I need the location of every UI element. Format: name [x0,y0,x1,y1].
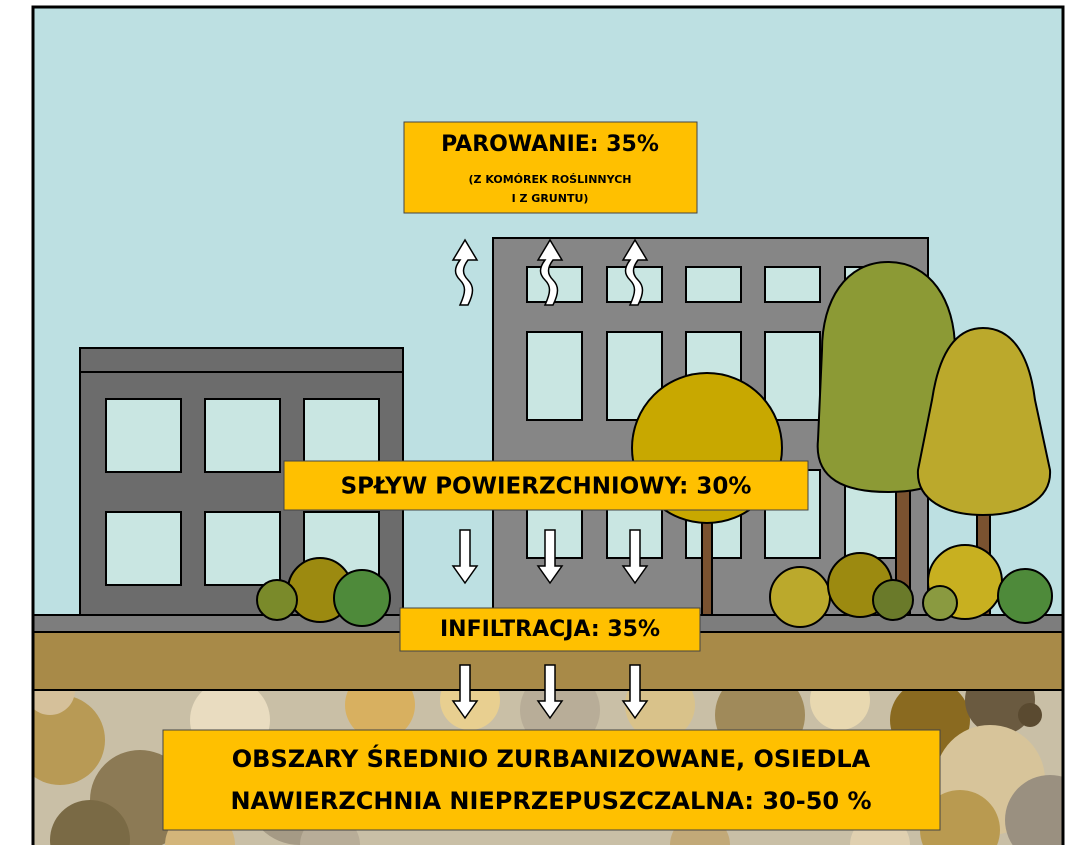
window [527,332,582,420]
infiltration-label: INFILTRACJA: 35% [400,608,700,651]
bush [334,570,390,626]
window [765,267,820,302]
bush [257,580,297,620]
window [686,267,741,302]
evaporation-label: PAROWANIE: 35% (Z KOMÓREK ROŚLINNYCH I Z… [404,122,697,213]
caption-line: OBSZARY ŚREDNIO ZURBANIZOWANE, OSIEDLA [232,743,871,773]
runoff-text: SPŁYW POWIERZCHNIOWY: 30% [341,474,752,500]
window [106,512,181,585]
bush [770,567,830,627]
window [205,512,280,585]
caption: OBSZARY ŚREDNIO ZURBANIZOWANE, OSIEDLA N… [163,730,940,830]
bush [998,569,1052,623]
pebble [1018,703,1042,727]
window [205,399,280,472]
runoff-label: SPŁYW POWIERZCHNIOWY: 30% [284,461,808,510]
evaporation-note: I Z GRUNTU) [512,192,589,205]
caption-line: NAWIERZCHNIA NIEPRZEPUSZCZALNA: 30-50 % [230,787,871,815]
infiltration-text: INFILTRACJA: 35% [440,617,660,642]
diagram: PAROWANIE: 35% (Z KOMÓREK ROŚLINNYCH I Z… [0,0,1080,845]
evaporation-title: PAROWANIE: 35% [441,132,659,157]
window [765,332,820,420]
bush [923,586,957,620]
bush [873,580,913,620]
evaporation-note: (Z KOMÓREK ROŚLINNYCH [469,173,632,186]
window [106,399,181,472]
